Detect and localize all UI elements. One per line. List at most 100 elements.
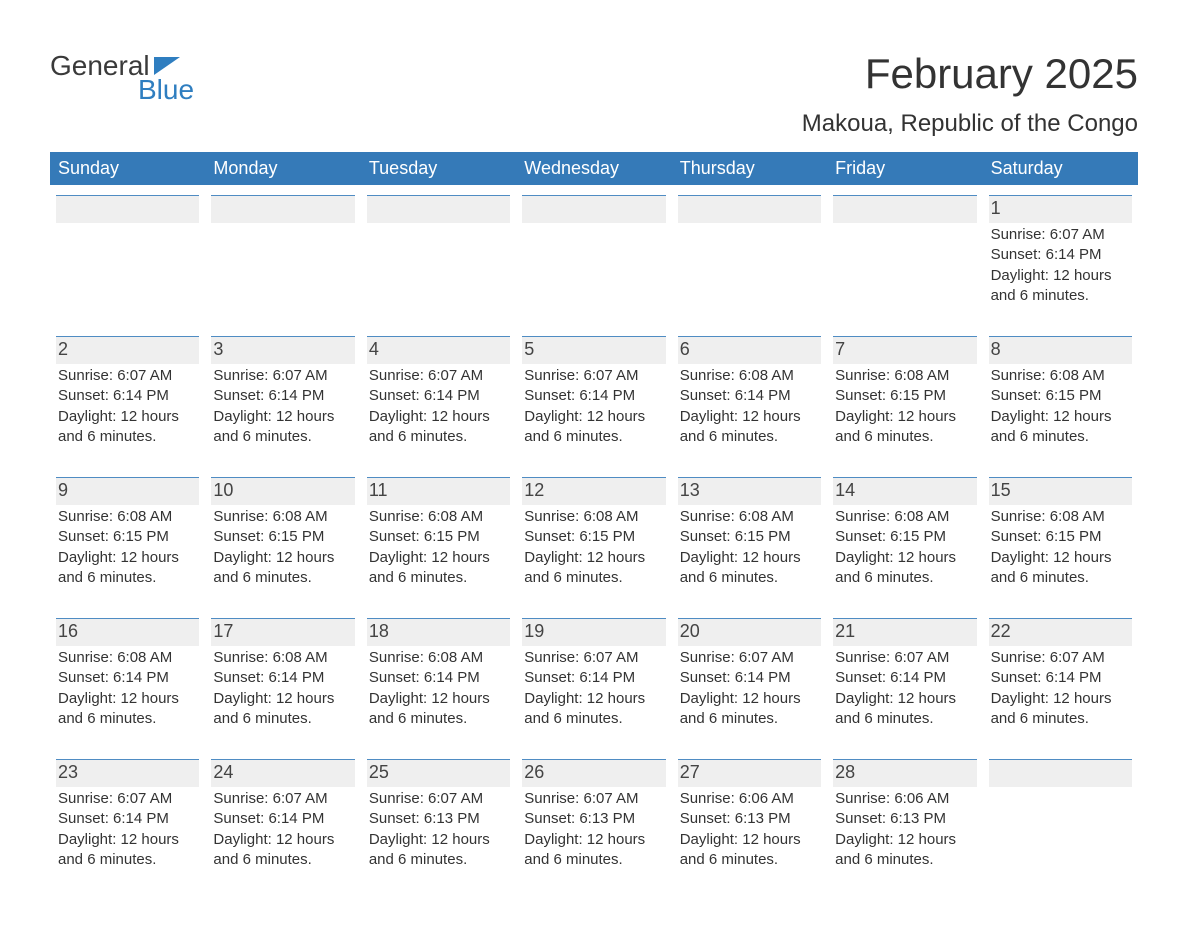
day-number	[522, 195, 665, 223]
day-number: 8	[989, 336, 1132, 364]
day-detail-line: and 6 minutes.	[58, 709, 197, 729]
day-detail-line: Sunrise: 6:08 AM	[991, 507, 1130, 527]
day-detail-line: Daylight: 12 hours	[991, 548, 1130, 568]
day-detail-line: Daylight: 12 hours	[213, 548, 352, 568]
day-detail-line: and 6 minutes.	[524, 568, 663, 588]
day-detail-line: Daylight: 12 hours	[991, 407, 1130, 427]
day-number	[989, 759, 1132, 787]
day-detail-line: Sunset: 6:15 PM	[680, 527, 819, 547]
day-detail-line: and 6 minutes.	[680, 568, 819, 588]
day-detail-line: Daylight: 12 hours	[835, 407, 974, 427]
day-detail-line: Sunrise: 6:08 AM	[369, 507, 508, 527]
calendar-day-cell: 22Sunrise: 6:07 AMSunset: 6:14 PMDayligh…	[983, 618, 1138, 749]
day-detail-line: and 6 minutes.	[58, 427, 197, 447]
day-detail-line: Sunset: 6:14 PM	[524, 386, 663, 406]
day-details: Sunrise: 6:08 AMSunset: 6:15 PMDaylight:…	[56, 505, 199, 588]
day-detail-line: and 6 minutes.	[991, 568, 1130, 588]
calendar-day-cell: 27Sunrise: 6:06 AMSunset: 6:13 PMDayligh…	[672, 759, 827, 890]
calendar-day-cell: 20Sunrise: 6:07 AMSunset: 6:14 PMDayligh…	[672, 618, 827, 749]
day-detail-line: Sunset: 6:14 PM	[991, 668, 1130, 688]
day-number: 27	[678, 759, 821, 787]
day-detail-line: Daylight: 12 hours	[58, 407, 197, 427]
day-details: Sunrise: 6:06 AMSunset: 6:13 PMDaylight:…	[833, 787, 976, 870]
calendar-week-row: 1Sunrise: 6:07 AMSunset: 6:14 PMDaylight…	[50, 195, 1138, 326]
day-number: 19	[522, 618, 665, 646]
day-detail-line: and 6 minutes.	[369, 427, 508, 447]
day-detail-line: Sunrise: 6:07 AM	[524, 789, 663, 809]
day-details: Sunrise: 6:07 AMSunset: 6:13 PMDaylight:…	[522, 787, 665, 870]
day-detail-line: Sunrise: 6:08 AM	[213, 648, 352, 668]
weekday-header-row: SundayMondayTuesdayWednesdayThursdayFrid…	[50, 152, 1138, 185]
day-detail-line: Sunset: 6:15 PM	[58, 527, 197, 547]
day-detail-line: Daylight: 12 hours	[369, 830, 508, 850]
day-detail-line: Sunrise: 6:08 AM	[680, 366, 819, 386]
location-subtitle: Makoua, Republic of the Congo	[802, 110, 1138, 138]
weekday-header-cell: Friday	[827, 152, 982, 185]
day-detail-line: Daylight: 12 hours	[213, 407, 352, 427]
calendar-day-cell: 2Sunrise: 6:07 AMSunset: 6:14 PMDaylight…	[50, 336, 205, 467]
day-detail-line: Daylight: 12 hours	[991, 689, 1130, 709]
day-number: 25	[367, 759, 510, 787]
day-detail-line: Sunrise: 6:07 AM	[991, 648, 1130, 668]
day-number: 12	[522, 477, 665, 505]
day-number: 9	[56, 477, 199, 505]
day-details: Sunrise: 6:08 AMSunset: 6:15 PMDaylight:…	[678, 505, 821, 588]
calendar-day-cell: 16Sunrise: 6:08 AMSunset: 6:14 PMDayligh…	[50, 618, 205, 749]
calendar-day-cell	[361, 195, 516, 326]
calendar-day-cell	[827, 195, 982, 326]
day-detail-line: Daylight: 12 hours	[58, 830, 197, 850]
day-detail-line: Sunset: 6:14 PM	[369, 668, 508, 688]
calendar-day-cell: 17Sunrise: 6:08 AMSunset: 6:14 PMDayligh…	[205, 618, 360, 749]
calendar-day-cell: 15Sunrise: 6:08 AMSunset: 6:15 PMDayligh…	[983, 477, 1138, 608]
day-detail-line: Sunrise: 6:07 AM	[369, 789, 508, 809]
day-detail-line: Sunset: 6:14 PM	[58, 809, 197, 829]
calendar-day-cell: 9Sunrise: 6:08 AMSunset: 6:15 PMDaylight…	[50, 477, 205, 608]
day-detail-line: and 6 minutes.	[991, 427, 1130, 447]
calendar-grid: SundayMondayTuesdayWednesdayThursdayFrid…	[50, 152, 1138, 890]
day-detail-line: and 6 minutes.	[369, 709, 508, 729]
day-detail-line: and 6 minutes.	[680, 850, 819, 870]
day-detail-line: and 6 minutes.	[835, 850, 974, 870]
day-number: 17	[211, 618, 354, 646]
day-details: Sunrise: 6:07 AMSunset: 6:14 PMDaylight:…	[211, 787, 354, 870]
day-detail-line: and 6 minutes.	[213, 850, 352, 870]
day-detail-line: Sunset: 6:13 PM	[524, 809, 663, 829]
calendar-day-cell	[516, 195, 671, 326]
header: General Blue February 2025 Makoua, Repub…	[50, 50, 1138, 138]
weekday-header-cell: Tuesday	[361, 152, 516, 185]
day-number: 7	[833, 336, 976, 364]
day-detail-line: and 6 minutes.	[58, 568, 197, 588]
day-detail-line: Sunrise: 6:07 AM	[680, 648, 819, 668]
day-detail-line: Sunset: 6:15 PM	[991, 527, 1130, 547]
day-details: Sunrise: 6:08 AMSunset: 6:14 PMDaylight:…	[211, 646, 354, 729]
day-details: Sunrise: 6:08 AMSunset: 6:15 PMDaylight:…	[522, 505, 665, 588]
day-detail-line: Sunrise: 6:08 AM	[58, 648, 197, 668]
day-detail-line: Sunrise: 6:08 AM	[835, 366, 974, 386]
day-detail-line: Daylight: 12 hours	[524, 689, 663, 709]
calendar-week-row: 2 Sunrise: 6:07 AMSunset: 6:14 PMDaylight…	[50, 336, 1138, 467]
day-detail-line: Sunset: 6:14 PM	[680, 668, 819, 688]
calendar-day-cell: 7Sunrise: 6:08 AMSunset: 6:15 PMDaylight…	[827, 336, 982, 467]
day-detail-line: Daylight: 12 hours	[58, 548, 197, 568]
day-number: 23	[56, 759, 199, 787]
day-number: 21	[833, 618, 976, 646]
day-number: 26	[522, 759, 665, 787]
day-details: Sunrise: 6:08 AMSunset: 6:14 PMDaylight:…	[56, 646, 199, 729]
day-number: 2	[56, 336, 199, 364]
day-detail-line: Daylight: 12 hours	[524, 548, 663, 568]
weekday-header-cell: Thursday	[672, 152, 827, 185]
day-number: 4	[367, 336, 510, 364]
day-detail-line: Sunrise: 6:08 AM	[369, 648, 508, 668]
day-details: Sunrise: 6:07 AMSunset: 6:13 PMDaylight:…	[367, 787, 510, 870]
weekday-header-cell: Monday	[205, 152, 360, 185]
day-details: Sunrise: 6:07 AMSunset: 6:14 PMDaylight:…	[367, 364, 510, 447]
day-detail-line: Sunrise: 6:08 AM	[524, 507, 663, 527]
calendar-day-cell: 8Sunrise: 6:08 AMSunset: 6:15 PMDaylight…	[983, 336, 1138, 467]
calendar-day-cell: 6Sunrise: 6:08 AMSunset: 6:14 PMDaylight…	[672, 336, 827, 467]
day-detail-line: Sunrise: 6:07 AM	[991, 225, 1130, 245]
day-detail-line: Sunset: 6:14 PM	[213, 386, 352, 406]
calendar-day-cell: 21Sunrise: 6:07 AMSunset: 6:14 PMDayligh…	[827, 618, 982, 749]
calendar-day-cell	[983, 759, 1138, 890]
calendar-week-row: 23Sunrise: 6:07 AMSunset: 6:14 PMDayligh…	[50, 759, 1138, 890]
day-detail-line: Daylight: 12 hours	[991, 266, 1130, 286]
